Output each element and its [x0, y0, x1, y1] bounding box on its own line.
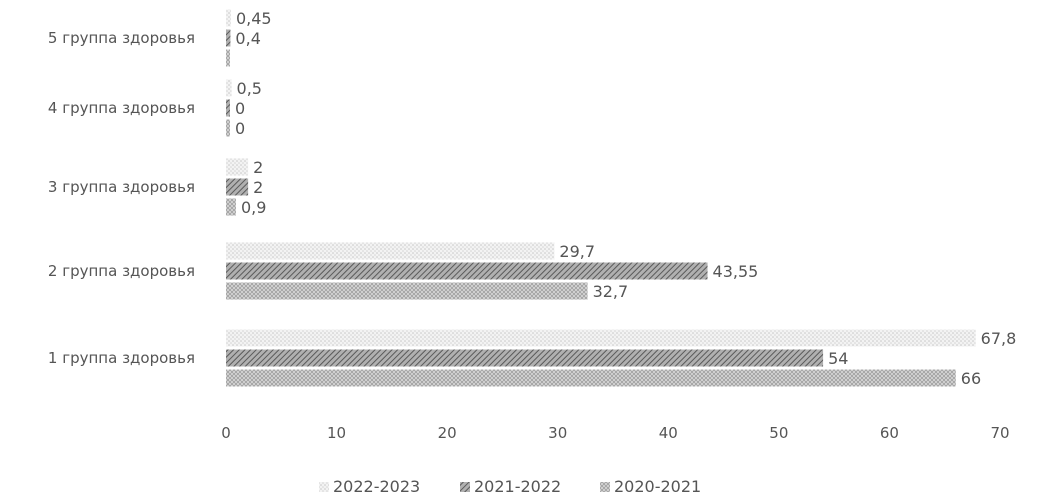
bar-2021-2022: [226, 349, 824, 367]
data-label: 2: [253, 178, 263, 197]
data-label: 29,7: [559, 242, 595, 261]
x-tick-label: 40: [659, 424, 678, 442]
data-label: 32,7: [593, 282, 629, 301]
bar-2020-2021: [226, 119, 230, 137]
x-tick-label: 0: [221, 424, 231, 442]
bar-2020-2021: [226, 369, 956, 387]
bar-2022-2023: [226, 158, 249, 176]
bar-2020-2021: [226, 49, 230, 67]
bar-2022-2023: [226, 9, 231, 27]
bar-2021-2022: [226, 262, 708, 280]
data-label: 0,9: [241, 198, 266, 217]
data-label: 0: [235, 99, 245, 118]
x-tick-label: 70: [990, 424, 1009, 442]
x-tick-label: 50: [769, 424, 788, 442]
legend-label-2022-2023: 2022-2023: [333, 477, 420, 496]
category-label: 4 группа здоровья: [48, 99, 195, 117]
x-tick-label: 10: [327, 424, 346, 442]
category-label: 3 группа здоровья: [48, 178, 195, 196]
category-label: 2 группа здоровья: [48, 262, 195, 280]
x-tick-label: 20: [438, 424, 457, 442]
legend-swatch-2022-2023: [319, 482, 329, 492]
bar-2020-2021: [226, 198, 236, 216]
category-label: 5 группа здоровья: [48, 29, 195, 47]
legend-swatch-2021-2022: [460, 482, 470, 492]
data-label: 67,8: [981, 329, 1017, 348]
data-label: 54: [828, 349, 848, 368]
legend-swatch-2020-2021: [600, 482, 610, 492]
category-label: 1 группа здоровья: [48, 349, 195, 367]
data-label: 2: [253, 158, 263, 177]
bar-2022-2023: [226, 329, 976, 347]
bar-2021-2022: [226, 178, 249, 196]
data-label: 43,55: [713, 262, 759, 281]
bar-2021-2022: [226, 99, 230, 117]
x-tick-label: 60: [880, 424, 899, 442]
bar-2021-2022: [226, 29, 231, 47]
data-label: 0,5: [237, 79, 262, 98]
data-label: 0,45: [236, 9, 272, 28]
data-label: 66: [961, 369, 981, 388]
data-label: 0: [235, 119, 245, 138]
data-label: 0,4: [235, 29, 260, 48]
legend-label-2021-2022: 2021-2022: [474, 477, 561, 496]
bar-2020-2021: [226, 282, 588, 300]
legend-label-2020-2021: 2020-2021: [614, 477, 701, 496]
bar-2022-2023: [226, 242, 555, 260]
bar-2022-2023: [226, 79, 232, 97]
x-tick-label: 30: [548, 424, 567, 442]
